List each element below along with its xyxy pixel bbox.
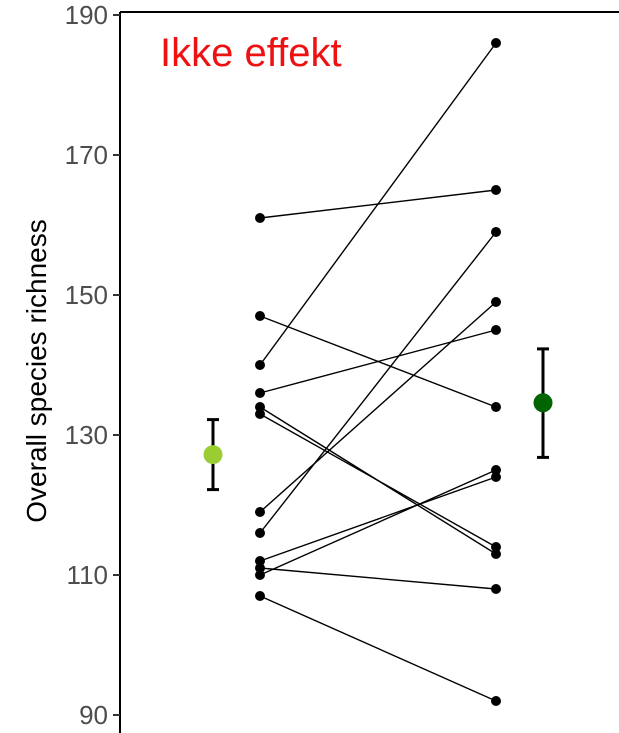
data-point-after xyxy=(491,325,501,335)
paired-line xyxy=(259,301,497,513)
paired-line xyxy=(259,329,497,394)
y-tick-label: 150 xyxy=(65,280,108,310)
data-point-after xyxy=(491,402,501,412)
data-point-after xyxy=(491,297,501,307)
paired-line xyxy=(259,42,497,366)
y-tick-label: 90 xyxy=(79,700,108,730)
y-tick-label: 190 xyxy=(65,0,108,30)
axes xyxy=(119,11,619,733)
data-point-after xyxy=(491,549,501,559)
data-point-after xyxy=(491,227,501,237)
data-point-before xyxy=(255,528,265,538)
paired-line xyxy=(259,595,497,702)
data-point-before xyxy=(255,388,265,398)
data-point-before xyxy=(255,409,265,419)
mean-point xyxy=(533,393,553,413)
data-point-before xyxy=(255,591,265,601)
annotation-label: Ikke effekt xyxy=(160,31,342,75)
mean-point xyxy=(203,445,223,465)
data-point-after xyxy=(491,542,501,552)
data-point-before xyxy=(255,556,265,566)
y-tick-label: 170 xyxy=(65,140,108,170)
summary-points xyxy=(203,347,553,492)
paired-line xyxy=(259,413,497,548)
data-point-before xyxy=(255,570,265,580)
paired-line xyxy=(259,567,497,590)
y-tick-label: 110 xyxy=(67,560,108,590)
data-point-after xyxy=(491,584,501,594)
data-point-before xyxy=(255,311,265,321)
data-point-after xyxy=(491,38,501,48)
y-axis-title: Overall species richness xyxy=(21,219,52,522)
data-point-before xyxy=(255,507,265,517)
data-points xyxy=(255,38,501,706)
data-point-before xyxy=(255,402,265,412)
y-tick-label: 130 xyxy=(65,420,108,450)
paired-line xyxy=(259,469,497,576)
data-point-after xyxy=(491,696,501,706)
data-point-before xyxy=(255,360,265,370)
data-point-before xyxy=(255,563,265,573)
paired-line xyxy=(259,231,497,534)
paired-lines xyxy=(259,42,497,702)
data-point-after xyxy=(491,185,501,195)
y-ticks: 90 110 130 150 170 190 xyxy=(65,0,120,730)
data-point-after xyxy=(491,465,501,475)
data-point-before xyxy=(255,213,265,223)
data-point-after xyxy=(491,472,501,482)
paired-line xyxy=(259,476,497,562)
